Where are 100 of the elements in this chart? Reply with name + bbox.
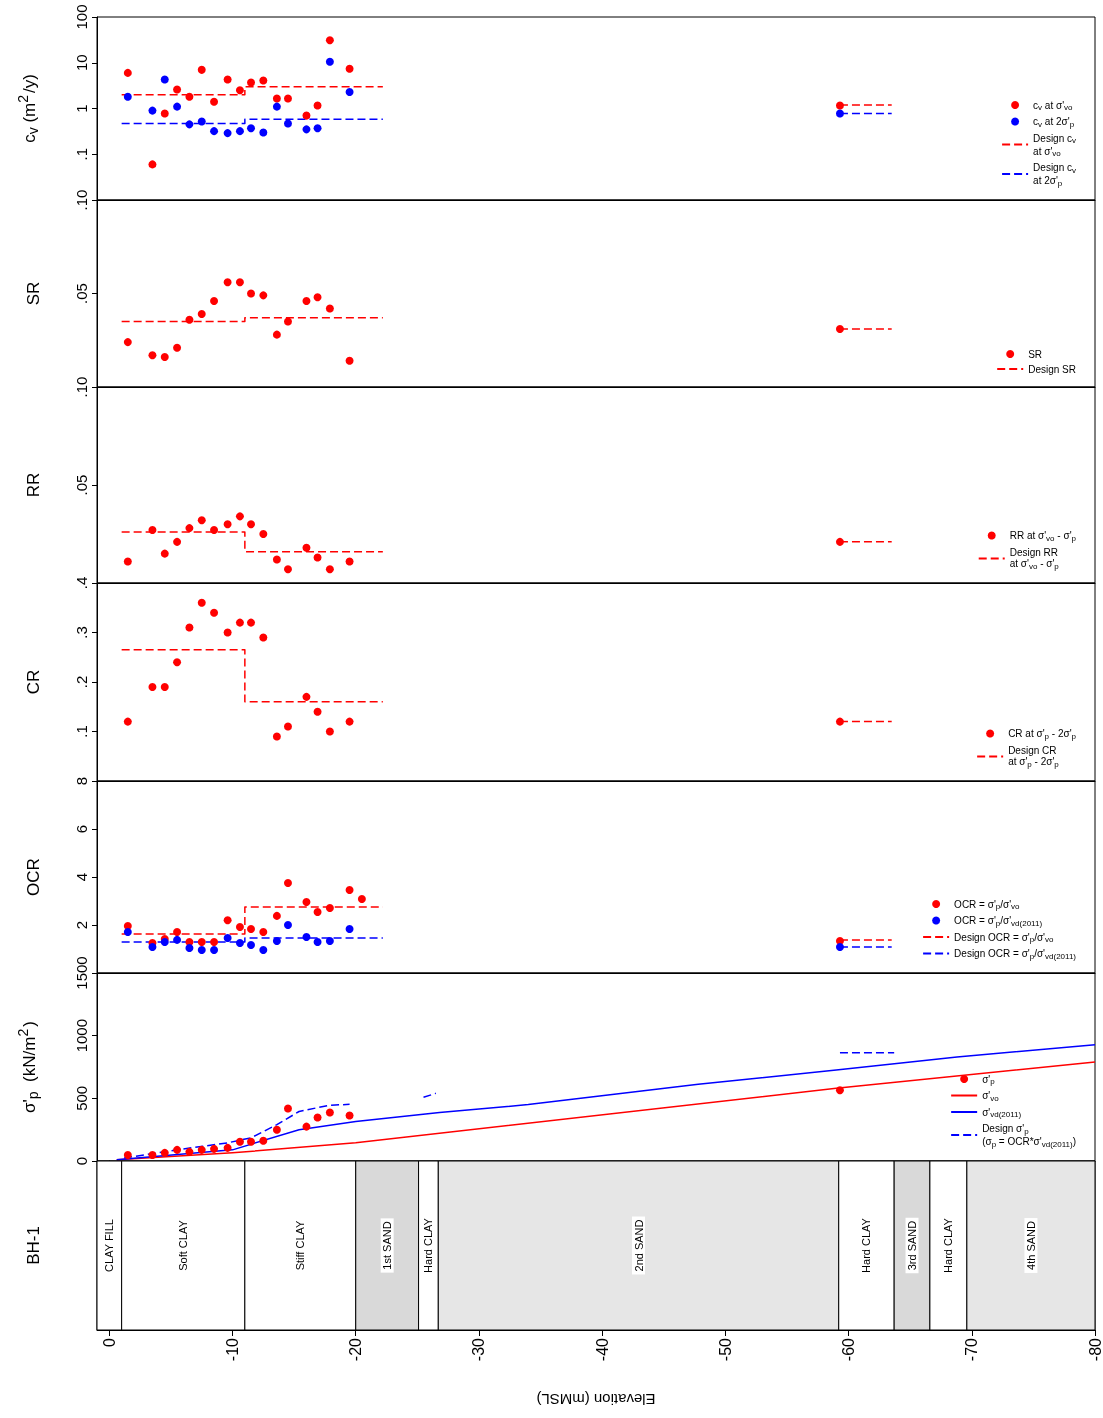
point [148,160,157,169]
legend-label: SR [1028,348,1043,360]
point [185,524,194,533]
point [357,895,366,904]
point [197,945,206,954]
point [835,101,844,110]
x-tick-label: -50 [716,1337,734,1362]
point [210,938,219,947]
point [173,343,182,352]
point [272,732,281,741]
point [345,87,354,96]
point [313,101,322,110]
point [223,916,232,925]
point [325,304,334,313]
point [247,940,256,949]
x-tick-label: -40 [593,1337,611,1362]
point [345,1111,354,1120]
point [123,1150,132,1159]
point [173,927,182,936]
point [325,937,334,946]
y-tick-label: 500 [73,1085,90,1111]
point [345,925,354,934]
series-label: Hard CLAY [422,1217,435,1273]
y-tick-label: 6 [73,824,90,834]
point [283,722,292,731]
x-tick-label: -70 [963,1337,981,1362]
point [160,682,169,691]
point [325,36,334,45]
point [160,1148,169,1157]
y-tick-label: 1500 [73,956,90,990]
point [345,557,354,566]
point [173,1145,182,1154]
point [148,943,157,952]
point [302,296,311,305]
point [345,356,354,365]
point [325,57,334,66]
point [247,925,256,934]
x-tick-label: -80 [1086,1337,1103,1362]
point [302,692,311,701]
point [148,682,157,691]
y-tick-label: 2 [73,920,90,930]
x-tick-label: -10 [224,1337,242,1362]
point [345,885,354,894]
point [302,933,311,941]
point [235,922,244,931]
point [325,727,334,736]
point [185,120,194,129]
point [302,1122,311,1131]
point [283,921,292,929]
point [197,310,206,319]
point [259,945,268,954]
y-axis-title: CR [24,669,43,695]
point [185,1147,194,1156]
point [160,75,169,84]
point [313,553,322,562]
y-tick-label: 10 [73,54,90,72]
y-axis-title: RR [24,472,43,498]
point [223,129,232,138]
point [272,94,281,103]
series-label: Hard CLAY [942,1217,955,1273]
point [283,317,292,326]
point [123,717,132,726]
y-tick-label: .10 [73,189,90,211]
point [173,85,182,94]
point [123,557,132,566]
point [173,537,182,546]
point [302,543,311,552]
legend-label: Design SR [1028,363,1077,375]
point [223,278,232,287]
point [123,338,132,347]
point [835,717,844,726]
series-label: 2nd SAND [632,1219,645,1272]
point [160,549,169,558]
point [283,879,292,887]
point [173,935,182,944]
point [223,75,232,84]
point [272,330,281,339]
point [259,530,268,538]
point [185,315,194,324]
y-tick-label: .05 [73,474,90,496]
point [283,94,292,103]
point [302,111,311,120]
point [235,278,244,287]
x-tick-label: -20 [347,1337,365,1362]
point [123,92,132,101]
point [272,102,281,111]
series-label: Stiff CLAY [294,1219,307,1271]
series-label: Soft CLAY [177,1219,190,1271]
point [247,520,256,529]
point [160,353,169,362]
point [148,351,157,360]
y-tick-label: .1 [73,147,90,161]
point [325,565,334,574]
point [313,124,322,133]
point [210,127,219,136]
series-label: 1st SAND [381,1221,394,1270]
point [835,109,844,118]
y-tick-label: .4 [73,576,90,590]
point [313,938,322,947]
point [247,1137,256,1146]
